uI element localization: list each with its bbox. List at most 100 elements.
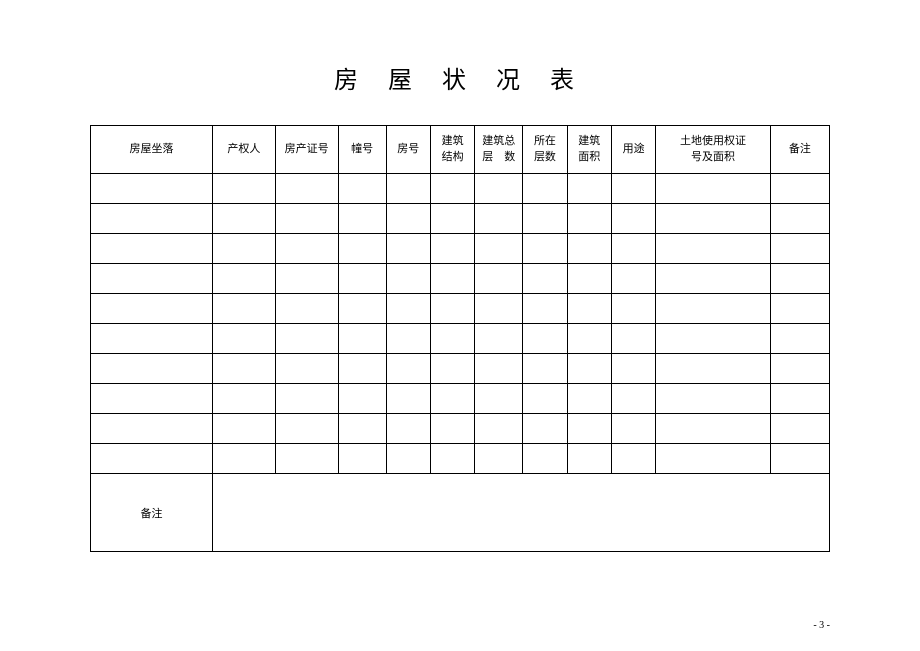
- table-cell: [212, 414, 275, 444]
- table-cell: [475, 294, 523, 324]
- table-cell: [567, 264, 611, 294]
- table-cell: [523, 174, 567, 204]
- column-header-10: 土地使用权证号及面积: [656, 126, 771, 174]
- table-cell: [212, 264, 275, 294]
- table-cell: [475, 264, 523, 294]
- table-cell: [338, 384, 386, 414]
- table-cell: [611, 174, 655, 204]
- table-cell: [770, 174, 829, 204]
- table-cell: [656, 264, 771, 294]
- table-row: [91, 264, 830, 294]
- table-cell: [275, 384, 338, 414]
- table-row: [91, 414, 830, 444]
- table-cell: [275, 234, 338, 264]
- table-cell: [430, 204, 474, 234]
- table-header-row: 房屋坐落产权人房产证号幢号房号建筑结构建筑总层 数所在层数建筑面积用途土地使用权…: [91, 126, 830, 174]
- table-row: [91, 234, 830, 264]
- table-cell: [430, 294, 474, 324]
- column-header-11: 备注: [770, 126, 829, 174]
- table-cell: [275, 354, 338, 384]
- table-cell: [475, 234, 523, 264]
- table-cell: [611, 384, 655, 414]
- column-header-6: 建筑总层 数: [475, 126, 523, 174]
- table-cell: [91, 204, 213, 234]
- table-cell: [430, 354, 474, 384]
- table-cell: [386, 264, 430, 294]
- table-cell: [770, 294, 829, 324]
- table-cell: [523, 414, 567, 444]
- table-cell: [430, 324, 474, 354]
- column-header-9: 用途: [611, 126, 655, 174]
- table-cell: [523, 264, 567, 294]
- table-cell: [770, 444, 829, 474]
- table-cell: [523, 384, 567, 414]
- table-cell: [475, 204, 523, 234]
- table-cell: [656, 174, 771, 204]
- table-cell: [386, 444, 430, 474]
- table-cell: [338, 414, 386, 444]
- table-cell: [567, 174, 611, 204]
- table-cell: [656, 384, 771, 414]
- page-number: - 3 -: [813, 620, 830, 631]
- table-cell: [656, 234, 771, 264]
- table-cell: [275, 174, 338, 204]
- table-cell: [430, 444, 474, 474]
- table-cell: [91, 234, 213, 264]
- table-cell: [91, 354, 213, 384]
- column-header-1: 产权人: [212, 126, 275, 174]
- table-cell: [338, 234, 386, 264]
- table-cell: [523, 204, 567, 234]
- table-cell: [91, 174, 213, 204]
- table-cell: [275, 264, 338, 294]
- table-cell: [475, 174, 523, 204]
- column-header-0: 房屋坐落: [91, 126, 213, 174]
- table-cell: [770, 264, 829, 294]
- table-cell: [212, 204, 275, 234]
- table-cell: [386, 174, 430, 204]
- table-cell: [567, 234, 611, 264]
- table-cell: [212, 384, 275, 414]
- table-cell: [212, 294, 275, 324]
- table-cell: [338, 204, 386, 234]
- table-cell: [523, 324, 567, 354]
- page-title: 房 屋 状 况 表: [0, 0, 920, 125]
- table-cell: [430, 174, 474, 204]
- table-cell: [275, 414, 338, 444]
- table-cell: [338, 324, 386, 354]
- footer-row: 备注: [91, 474, 830, 552]
- table-cell: [386, 414, 430, 444]
- table-cell: [475, 354, 523, 384]
- table-cell: [656, 444, 771, 474]
- table-cell: [611, 414, 655, 444]
- table-cell: [386, 294, 430, 324]
- table-cell: [656, 414, 771, 444]
- table-cell: [656, 324, 771, 354]
- table-cell: [386, 384, 430, 414]
- table-cell: [770, 384, 829, 414]
- table-cell: [275, 324, 338, 354]
- table-cell: [212, 444, 275, 474]
- table-cell: [430, 384, 474, 414]
- table-cell: [770, 234, 829, 264]
- table-cell: [770, 414, 829, 444]
- table-cell: [475, 384, 523, 414]
- table-cell: [91, 444, 213, 474]
- table-cell: [567, 384, 611, 414]
- table-cell: [386, 354, 430, 384]
- column-header-8: 建筑面积: [567, 126, 611, 174]
- table-cell: [567, 414, 611, 444]
- table-cell: [770, 354, 829, 384]
- table-cell: [567, 204, 611, 234]
- table-row: [91, 384, 830, 414]
- table-cell: [656, 294, 771, 324]
- table-cell: [770, 324, 829, 354]
- table-cell: [91, 384, 213, 414]
- table-cell: [611, 444, 655, 474]
- table-cell: [212, 234, 275, 264]
- table-cell: [91, 324, 213, 354]
- table-cell: [275, 204, 338, 234]
- table-cell: [523, 234, 567, 264]
- table-cell: [567, 324, 611, 354]
- table-cell: [386, 204, 430, 234]
- table-cell: [430, 414, 474, 444]
